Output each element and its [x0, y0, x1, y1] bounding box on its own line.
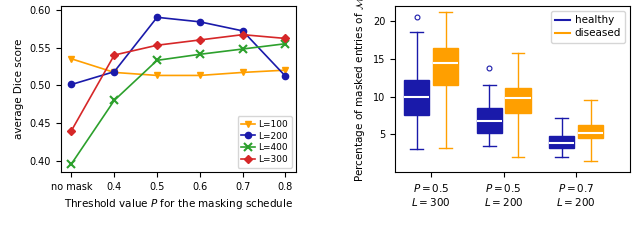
L=300 — [153, 44, 161, 47]
Y-axis label: average Dice score: average Dice score — [14, 39, 24, 139]
L=200 — [111, 70, 118, 73]
PathPatch shape — [578, 125, 604, 138]
PathPatch shape — [404, 80, 429, 115]
L=300 — [68, 129, 76, 132]
L=300 — [239, 33, 246, 36]
Legend: L=100, L=200, L=400, L=300: L=100, L=200, L=400, L=300 — [237, 116, 292, 168]
PathPatch shape — [433, 48, 458, 85]
PathPatch shape — [506, 87, 531, 113]
L=400 — [196, 53, 204, 56]
L=400 — [282, 42, 289, 45]
X-axis label: Threshold value $P$ for the masking schedule: Threshold value $P$ for the masking sche… — [64, 197, 293, 211]
L=300 — [111, 54, 118, 56]
L=300 — [282, 37, 289, 40]
L=300 — [196, 38, 204, 41]
L=200 — [153, 16, 161, 19]
L=200 — [282, 75, 289, 78]
Legend: healthy, diseased: healthy, diseased — [550, 11, 625, 43]
L=100 — [239, 71, 246, 74]
PathPatch shape — [477, 108, 502, 133]
L=400 — [68, 162, 76, 165]
L=200 — [68, 83, 76, 86]
L=100 — [111, 71, 118, 74]
L=400 — [239, 48, 246, 50]
L=100 — [153, 74, 161, 77]
PathPatch shape — [549, 136, 574, 148]
Line: L=200: L=200 — [68, 14, 289, 88]
Line: L=400: L=400 — [67, 40, 290, 168]
L=200 — [196, 20, 204, 23]
L=400 — [111, 99, 118, 102]
Line: L=300: L=300 — [68, 32, 289, 134]
L=100 — [282, 69, 289, 72]
L=100 — [68, 57, 76, 60]
L=100 — [196, 74, 204, 77]
Y-axis label: Percentage of masked entries of $\mathcal{M}$: Percentage of masked entries of $\mathca… — [353, 0, 367, 182]
Line: L=100: L=100 — [68, 56, 289, 79]
L=400 — [153, 59, 161, 62]
L=200 — [239, 29, 246, 32]
